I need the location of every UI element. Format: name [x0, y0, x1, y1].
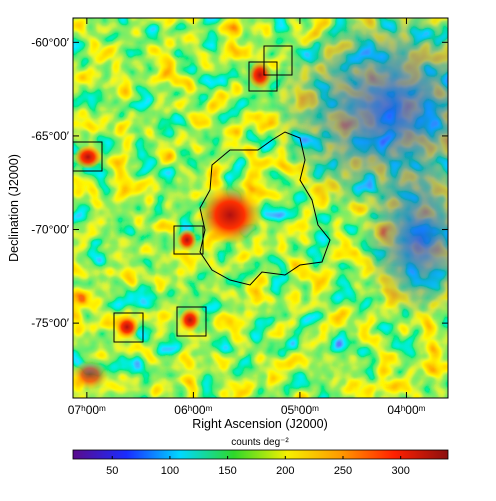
x-tick-label: 04ʰ00ᵐ: [387, 403, 425, 417]
map-frame: [72, 17, 449, 399]
x-axis-label: Right Ascension (J2000): [192, 417, 328, 431]
colorbar: [72, 449, 449, 460]
colorbar-label: counts deg⁻²: [231, 437, 289, 448]
y-tick-label: -70°00′: [31, 223, 69, 237]
colorbar-tick-label: 50: [106, 465, 118, 477]
y-axis-label: Declination (J2000): [7, 154, 21, 262]
sky-map: [73, 18, 448, 398]
y-tick-label: -65°00′: [31, 129, 69, 143]
y-tick-label: -60°00′: [31, 35, 69, 49]
x-tick-label: 05ʰ00ᵐ: [281, 403, 319, 417]
x-tick-label: 06ʰ00ᵐ: [174, 403, 212, 417]
y-tick-label: -75°00′: [31, 316, 69, 330]
colorbar-tick-label: 200: [276, 465, 294, 477]
colorbar-tick-label: 150: [218, 465, 236, 477]
x-tick-label: 07ʰ00ᵐ: [68, 403, 106, 417]
colorbar-tick-label: 250: [334, 465, 352, 477]
colorbar-tick-label: 100: [161, 465, 179, 477]
colorbar-tick-label: 300: [392, 465, 410, 477]
